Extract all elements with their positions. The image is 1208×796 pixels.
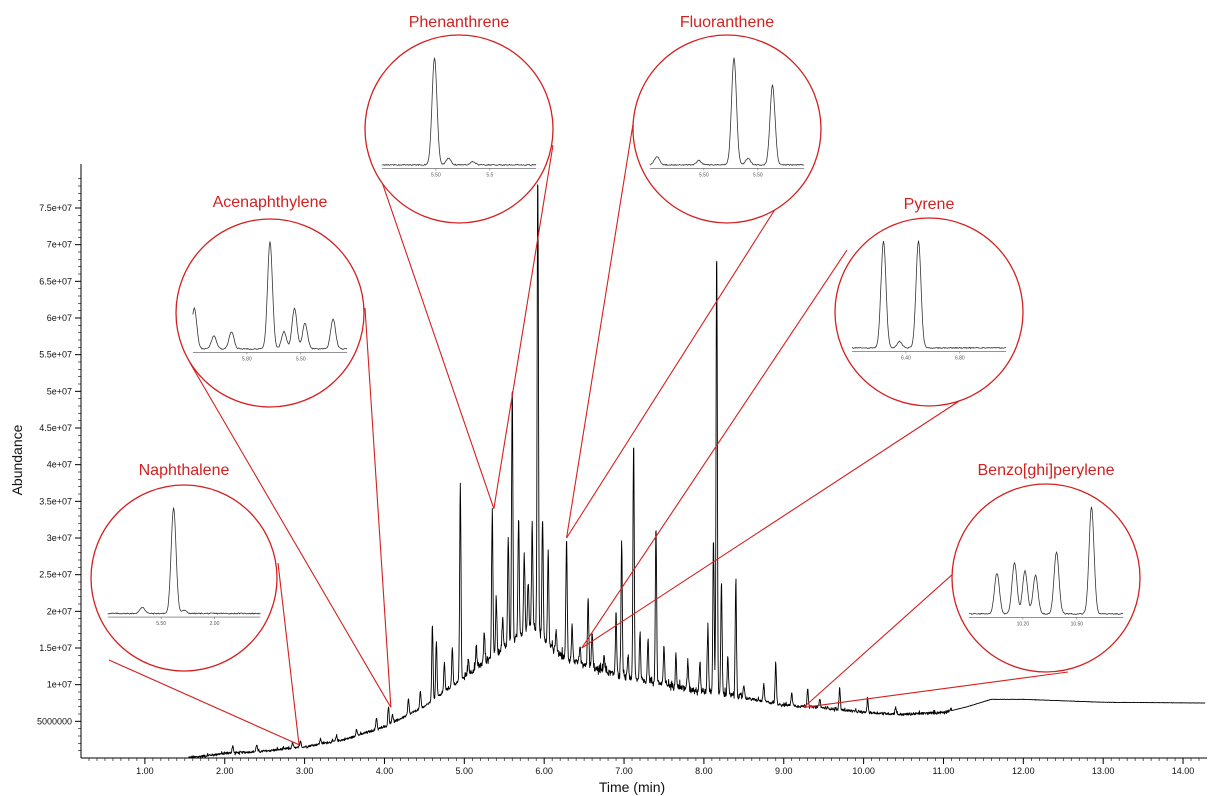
inset-tick-label: 10.50 xyxy=(1071,621,1084,627)
zoom-circle xyxy=(175,218,365,408)
compound-label: Naphthalene xyxy=(139,462,230,479)
annotation-pyrene: 6.40 6.80 Pyrene xyxy=(581,196,1024,649)
y-tick-label: 6e+07 xyxy=(47,313,72,323)
y-tick-label: 2e+07 xyxy=(47,606,72,616)
y-tick-label: 5000000 xyxy=(37,716,72,726)
x-tick-label: 12.00 xyxy=(1012,766,1035,776)
inset-tick-label: 10.20 xyxy=(1017,621,1030,627)
inset-tick-label: 5.50 xyxy=(753,172,763,178)
inset-trace xyxy=(192,241,348,350)
inset-tick-label: 2.00 xyxy=(210,621,220,627)
inset-trace xyxy=(107,507,261,615)
annotation-benzo-ghi-perylene: 10.20 10.50 Benzo[ghi]perylene xyxy=(803,462,1141,708)
zoom-circle xyxy=(90,484,278,672)
x-tick-label: 13.00 xyxy=(1092,766,1115,776)
zoom-annotations: 5.50 2.00 Naphthalene 5.80 5.50 Acenaphthylen… xyxy=(90,14,1141,746)
inset-tick-label: 5.50 xyxy=(431,172,441,178)
y-tick-label: 2.5e+07 xyxy=(39,570,72,580)
x-tick-label: 9.00 xyxy=(775,766,793,776)
x-tick-label: 8.00 xyxy=(695,766,713,776)
y-axis-ticks: 5000000 1e+07 1.5e+07 2e+07 2.5e+07 3e+07 3.5e… xyxy=(37,178,81,751)
inset-tick-label: 5.5 xyxy=(486,172,493,178)
annotation-phenanthrene: 5.50 5.5 Phenanthrene xyxy=(364,14,554,509)
zoom-leader-line xyxy=(493,144,554,509)
zoom-circle xyxy=(632,34,822,224)
x-axis-title: Time (min) xyxy=(599,779,665,795)
compound-label: Acenaphthylene xyxy=(213,194,328,211)
zoom-leader-line xyxy=(370,149,495,509)
x-tick-label: 14.00 xyxy=(1172,766,1195,776)
zoom-leader-line xyxy=(108,659,300,746)
y-tick-label: 4e+07 xyxy=(47,460,72,470)
x-tick-label: 7.00 xyxy=(615,766,633,776)
inset-tick-label: 6.40 xyxy=(901,355,911,361)
inset-trace xyxy=(649,57,805,167)
zoom-leader-line xyxy=(803,671,1069,708)
y-tick-label: 1.5e+07 xyxy=(39,643,72,653)
y-tick-label: 6.5e+07 xyxy=(39,276,72,286)
annotation-acenaphthylene: 5.80 5.50 Acenaphthylene xyxy=(175,194,392,708)
inset-tick-label: 5.50 xyxy=(156,621,166,627)
y-tick-label: 7.5e+07 xyxy=(39,203,72,213)
chromatogram-trace xyxy=(188,184,1206,759)
y-tick-label: 4.5e+07 xyxy=(39,423,72,433)
x-tick-label: 4.00 xyxy=(376,766,394,776)
y-tick-label: 1e+07 xyxy=(47,680,72,690)
x-tick-label: 2.00 xyxy=(216,766,234,776)
inset-trace xyxy=(968,506,1124,615)
y-tick-label: 5.5e+07 xyxy=(39,350,72,360)
chromatogram-series xyxy=(188,184,1206,759)
inset-tick-label: 6.80 xyxy=(955,355,965,361)
compound-label: Pyrene xyxy=(904,196,955,213)
inset-trace xyxy=(381,57,537,167)
x-tick-label: 11.00 xyxy=(933,766,955,776)
x-tick-label: 1.00 xyxy=(136,766,154,776)
y-tick-label: 3.5e+07 xyxy=(39,496,72,506)
zoom-leader-line xyxy=(565,117,635,539)
x-tick-label: 3.00 xyxy=(296,766,314,776)
zoom-circle xyxy=(951,483,1141,673)
x-tick-label: 6.00 xyxy=(535,766,553,776)
zoom-leader-line xyxy=(581,249,848,649)
annotation-naphthalene: 5.50 2.00 Naphthalene xyxy=(90,462,300,746)
x-tick-label: 10.00 xyxy=(852,766,875,776)
zoom-leader-line xyxy=(581,391,974,649)
x-tick-label: 5.00 xyxy=(456,766,474,776)
compound-label: Benzo[ghi]perylene xyxy=(978,462,1115,479)
inset-tick-label: 5.80 xyxy=(242,356,252,362)
y-tick-label: 5e+07 xyxy=(47,386,72,396)
y-tick-label: 3e+07 xyxy=(47,533,72,543)
compound-label: Phenanthrene xyxy=(409,14,510,31)
compound-label: Fluoranthene xyxy=(680,14,774,31)
inset-tick-label: 5.50 xyxy=(699,172,709,178)
inset-trace xyxy=(851,240,1007,350)
y-axis-title: Abundance xyxy=(9,424,25,495)
zoom-leader-line xyxy=(277,562,300,745)
zoom-circle xyxy=(834,217,1024,407)
x-axis-ticks: 1.00 2.00 3.00 4.00 5.00 6.00 7.00 8.00 9.00 10.0… xyxy=(88,758,1200,776)
zoom-leader-line xyxy=(364,307,392,708)
annotation-fluoranthene: 5.50 5.50 Fluoranthene xyxy=(565,14,822,539)
inset-tick-label: 5.50 xyxy=(296,356,306,362)
chart-axes xyxy=(80,164,1207,759)
y-tick-label: 7e+07 xyxy=(47,240,72,250)
zoom-leader-line xyxy=(189,362,392,708)
zoom-circle xyxy=(364,34,554,224)
